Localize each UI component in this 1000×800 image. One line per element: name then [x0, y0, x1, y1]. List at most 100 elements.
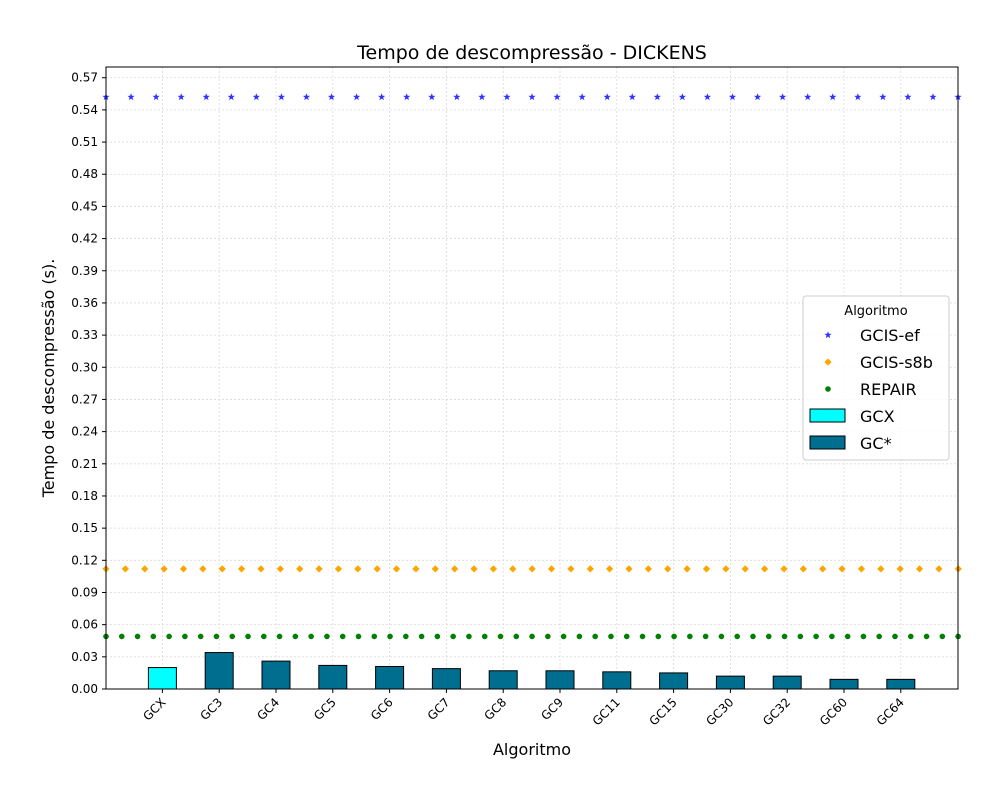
marker-gcis-ef	[753, 93, 762, 101]
marker-gcis-s8b	[179, 565, 188, 573]
marker-gcis-ef	[829, 93, 837, 101]
marker-gcis-ef	[578, 93, 586, 101]
y-tick-label: 0.36	[71, 296, 98, 310]
marker-repair	[529, 633, 535, 640]
marker-gcis-ef	[478, 93, 486, 101]
marker-gcis-s8b	[276, 565, 284, 573]
marker-repair	[150, 633, 157, 640]
marker-gcis-s8b	[237, 565, 246, 573]
marker-gcis-s8b	[373, 565, 381, 573]
marker-repair	[182, 633, 188, 640]
legend-entry-repair: REPAIR	[825, 380, 917, 399]
marker-gcis-s8b	[528, 565, 536, 573]
marker-gcis-ef	[503, 93, 511, 101]
marker-gcis-ef	[352, 93, 361, 101]
marker-gcis-ef	[277, 93, 286, 101]
marker-repair	[166, 633, 172, 640]
y-tick-label: 0.33	[71, 328, 98, 342]
marker-repair	[797, 633, 804, 640]
bar-gc11	[602, 671, 632, 690]
marker-gcis-s8b	[857, 565, 866, 573]
marker-repair	[907, 633, 914, 640]
marker-repair	[387, 633, 393, 640]
marker-gcis-ef	[929, 93, 937, 101]
marker-gcis-ef	[703, 93, 712, 101]
marker-gcis-ef	[854, 93, 862, 101]
marker-repair	[781, 633, 788, 640]
marker-gcis-ef	[879, 93, 887, 101]
bar-gc64	[886, 678, 916, 690]
y-tick-label: 0.27	[71, 392, 98, 406]
marker-repair	[466, 633, 472, 640]
marker-gcis-ef	[227, 93, 235, 101]
marker-repair	[276, 633, 283, 640]
y-tick-label: 0.15	[71, 521, 98, 535]
marker-gcis-ef	[553, 93, 561, 101]
y-tick-label: 0.24	[71, 425, 98, 439]
marker-gcis-s8b	[838, 565, 846, 573]
y-tick-label: 0.42	[71, 232, 98, 246]
legend-label: GCIS-s8b	[860, 353, 933, 372]
marker-repair	[434, 633, 441, 640]
marker-repair	[355, 633, 362, 640]
legend-entry-gcx: GCX	[809, 407, 895, 426]
marker-gcis-s8b	[141, 565, 149, 573]
legend-marker	[824, 358, 832, 366]
bar-gc6	[375, 665, 405, 690]
y-tick-label: 0.54	[71, 103, 98, 117]
marker-repair	[324, 633, 330, 640]
legend-label: REPAIR	[860, 380, 917, 399]
bar-gc7	[431, 668, 461, 690]
marker-gcis-ef	[302, 93, 311, 101]
marker-gcis-ef	[177, 93, 185, 101]
marker-repair	[702, 633, 709, 640]
marker-gcis-s8b	[199, 565, 207, 573]
bar-gc4	[261, 660, 291, 690]
marker-repair	[639, 633, 646, 640]
y-tick-label: 0.57	[71, 71, 98, 85]
marker-repair	[292, 633, 299, 640]
plot-area-frame	[105, 66, 959, 690]
bar-gc30	[715, 675, 745, 690]
legend-marker	[824, 331, 832, 339]
marker-gcis-s8b	[547, 565, 556, 573]
bar-gc3	[204, 652, 234, 690]
marker-gcis-s8b	[334, 565, 343, 573]
marker-gcis-s8b	[625, 565, 633, 573]
marker-gcis-ef	[428, 93, 436, 101]
marker-gcis-s8b	[489, 565, 497, 573]
y-axis-label: Tempo de descompressão (s).	[39, 259, 58, 499]
marker-gcis-s8b	[354, 565, 362, 573]
marker-gcis-ef	[528, 93, 536, 101]
marker-gcis-s8b	[915, 565, 924, 573]
marker-gcis-s8b	[567, 565, 575, 573]
y-tick-label: 0.06	[71, 618, 98, 632]
marker-gcis-s8b	[896, 565, 904, 573]
marker-repair	[655, 633, 662, 640]
marker-repair	[671, 633, 677, 640]
marker-gcis-s8b	[392, 565, 401, 573]
bar-gcx	[147, 667, 177, 690]
legend-entries: GCIS-ef GCIS-s8b REPAIR GCX GC*	[809, 326, 933, 453]
marker-gcis-s8b	[586, 565, 594, 573]
legend-label: GCIS-ef	[860, 326, 920, 345]
marker-repair	[308, 633, 314, 640]
marker-repair	[545, 633, 551, 640]
marker-gcis-ef	[202, 93, 210, 101]
marker-repair	[844, 633, 851, 640]
marker-gcis-ef	[653, 93, 661, 101]
marker-gcis-s8b	[296, 565, 304, 573]
marker-gcis-s8b	[451, 565, 459, 573]
series-gcis-ef	[102, 93, 962, 101]
marker-gcis-ef	[603, 93, 611, 101]
legend: Algoritmo GCIS-ef GCIS-s8b REPAIR GCX GC*	[802, 295, 950, 461]
marker-repair	[245, 633, 251, 640]
marker-repair	[197, 633, 204, 640]
marker-repair	[718, 633, 725, 640]
legend-entry-gcisef: GCIS-ef	[824, 326, 920, 345]
y-tick-label: 0.21	[71, 457, 98, 471]
marker-gcis-s8b	[257, 565, 265, 573]
marker-repair	[829, 633, 835, 640]
marker-repair	[876, 633, 883, 640]
marker-gcis-s8b	[702, 565, 711, 573]
